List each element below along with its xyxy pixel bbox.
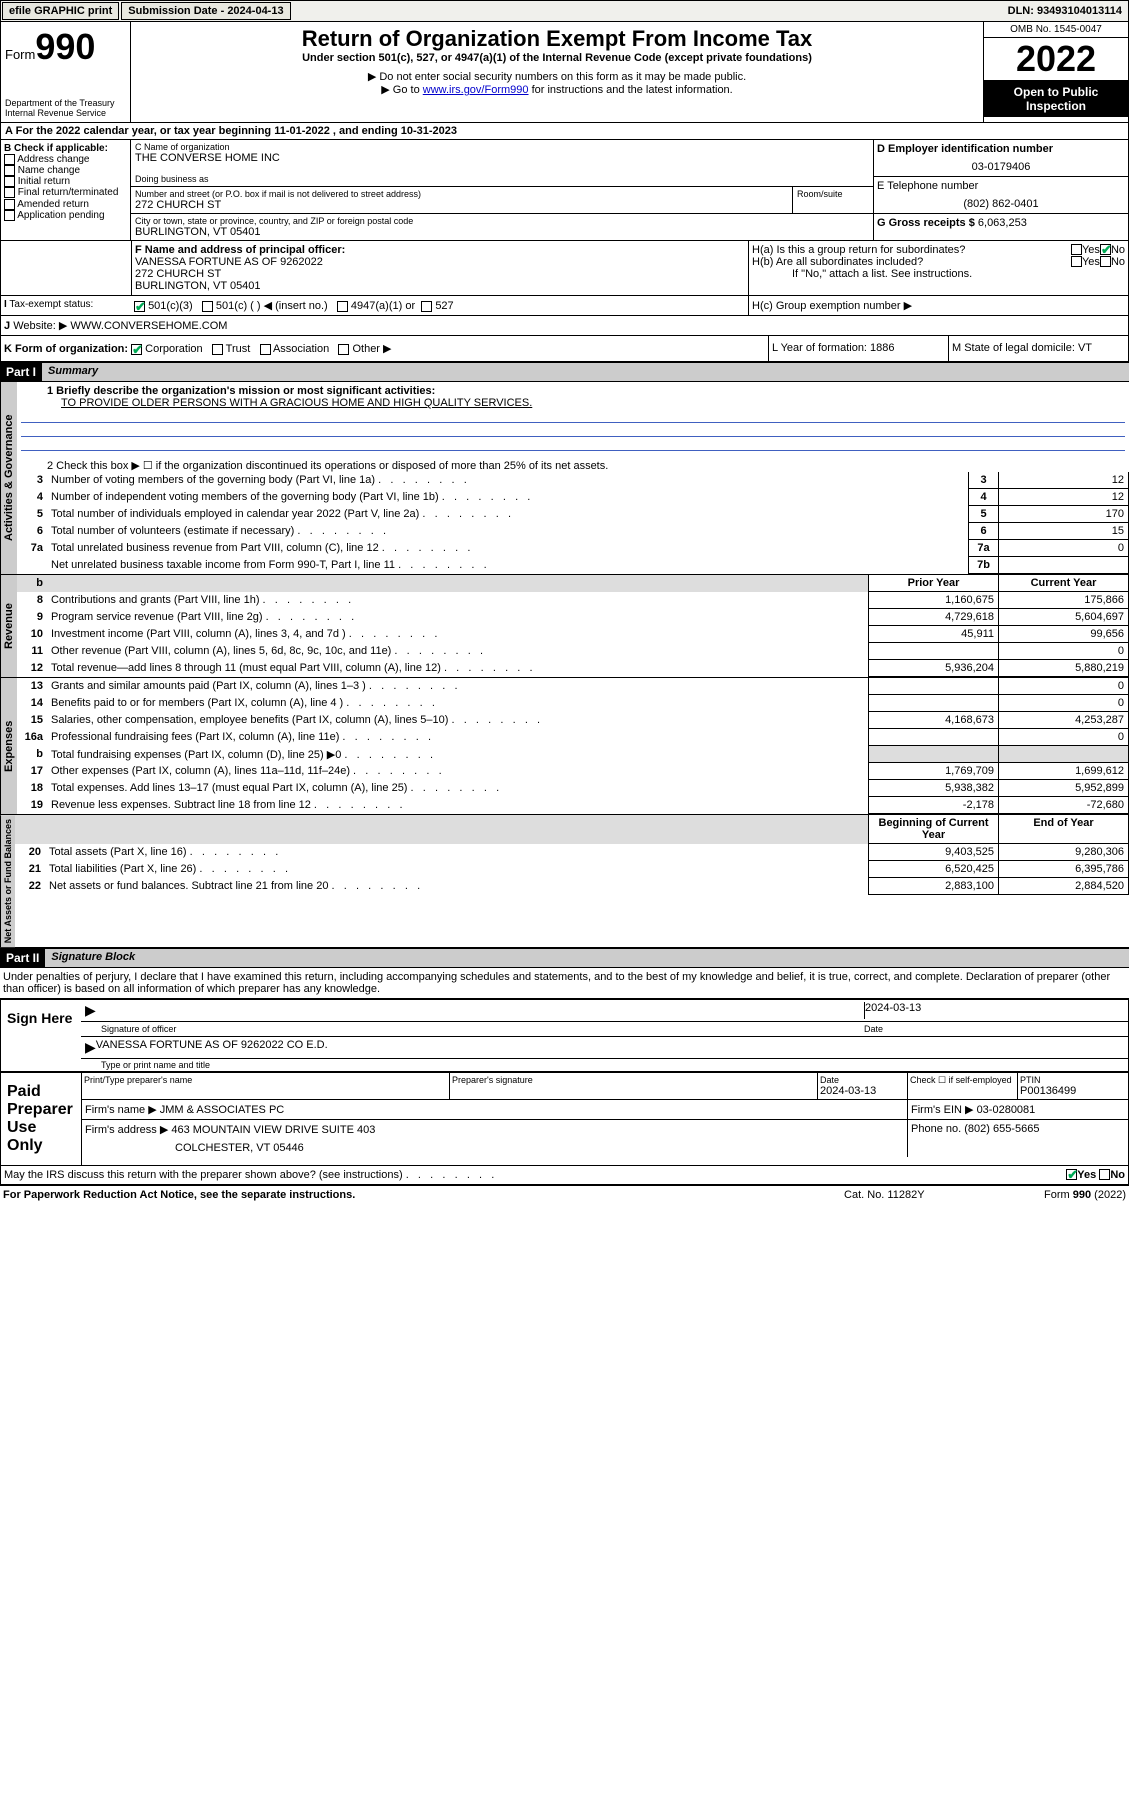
korg-1-checkbox[interactable]: [212, 344, 223, 355]
form-header: Form990 Department of the Treasury Inter…: [0, 22, 1129, 123]
line-8: Contributions and grants (Part VIII, lin…: [47, 592, 869, 609]
4947-checkbox[interactable]: [337, 301, 348, 312]
state-domicile: M State of legal domicile: VT: [948, 336, 1128, 361]
form-subtitle: Under section 501(c), 527, or 4947(a)(1)…: [135, 52, 979, 64]
check-address-change[interactable]: [4, 154, 15, 165]
expenses-section: Expenses 13Grants and similar amounts pa…: [0, 678, 1129, 815]
firm-phone: (802) 655-5665: [964, 1123, 1039, 1135]
korg-3-checkbox[interactable]: [338, 344, 349, 355]
tax-year-line: A For the 2022 calendar year, or tax yea…: [0, 123, 1129, 140]
sig-date-value: 2024-03-13: [864, 1002, 1124, 1019]
telephone: (802) 862-0401: [877, 198, 1125, 210]
exp-line-16a: Professional fundraising fees (Part IX, …: [47, 729, 869, 746]
hb-no-checkbox[interactable]: [1100, 256, 1111, 267]
website-row: J Website: ▶ WWW.CONVERSEHOME.COM: [0, 316, 1129, 336]
form-note-2: ▶ Go to www.irs.gov/Form990 for instruct…: [135, 83, 979, 96]
exp-line-13: Grants and similar amounts paid (Part IX…: [47, 678, 869, 695]
form-number: 990: [35, 26, 95, 67]
irs-label: Internal Revenue Service: [5, 108, 126, 118]
firm-name: JMM & ASSOCIATES PC: [160, 1104, 285, 1116]
mission-text: TO PROVIDE OLDER PERSONS WITH A GRACIOUS…: [17, 397, 1129, 409]
open-inspection: Open to Public Inspection: [984, 81, 1128, 117]
officer-name-title: VANESSA FORTUNE AS OF 9262022 CO E.D.: [96, 1039, 1124, 1056]
form-note-1: ▶ Do not enter social security numbers o…: [135, 70, 979, 83]
org-city: BURLINGTON, VT 05401: [135, 226, 869, 238]
exp-line-19: Revenue less expenses. Subtract line 18 …: [47, 797, 869, 814]
korg-2-checkbox[interactable]: [260, 344, 271, 355]
exp-line-b: Total fundraising expenses (Part IX, col…: [47, 746, 869, 763]
website: WWW.CONVERSEHOME.COM: [70, 320, 227, 332]
discuss-yes-checkbox[interactable]: [1066, 1169, 1077, 1180]
gov-line-3: Number of voting members of the governin…: [47, 472, 969, 489]
line-22: Net assets or fund balances. Subtract li…: [45, 878, 869, 895]
gov-line-6: Total number of volunteers (estimate if …: [47, 523, 969, 540]
line-11: Other revenue (Part VIII, column (A), li…: [47, 643, 869, 660]
check-initial-return[interactable]: [4, 176, 15, 187]
gov-line-7b: Net unrelated business taxable income fr…: [47, 557, 969, 574]
discuss-row: May the IRS discuss this return with the…: [0, 1166, 1129, 1185]
501c-checkbox[interactable]: [202, 301, 213, 312]
form-version: Form 990 (2022): [1044, 1189, 1126, 1201]
check-application-pending[interactable]: [4, 210, 15, 221]
section-deg: D Employer identification number 03-0179…: [873, 140, 1128, 240]
officer-name: VANESSA FORTUNE AS OF 9262022: [135, 256, 745, 268]
year-formation: L Year of formation: 1886: [768, 336, 948, 361]
penalties-text: Under penalties of perjury, I declare th…: [0, 968, 1129, 998]
check-name-change[interactable]: [4, 165, 15, 176]
korg-0-checkbox[interactable]: [131, 344, 142, 355]
gov-line-5: Total number of individuals employed in …: [47, 506, 969, 523]
org-name: THE CONVERSE HOME INC: [135, 152, 869, 164]
hb-yes-checkbox[interactable]: [1071, 256, 1082, 267]
line-9: Program service revenue (Part VIII, line…: [47, 609, 869, 626]
submission-date-button[interactable]: Submission Date - 2024-04-13: [121, 2, 290, 20]
gov-line-7a: Total unrelated business revenue from Pa…: [47, 540, 969, 557]
check-final-return-terminated[interactable]: [4, 187, 15, 198]
firm-ein: 03-0280081: [977, 1104, 1036, 1116]
form-label: Form: [5, 47, 35, 62]
form-title: Return of Organization Exempt From Incom…: [135, 26, 979, 52]
part-2-header: Part II Signature Block: [0, 948, 1129, 968]
ha-yes-checkbox[interactable]: [1071, 244, 1082, 255]
527-checkbox[interactable]: [421, 301, 432, 312]
gross-receipts: 6,063,253: [978, 217, 1027, 229]
entity-info: B Check if applicable: Address change Na…: [0, 140, 1129, 241]
footer: For Paperwork Reduction Act Notice, see …: [0, 1185, 1129, 1204]
efile-print-button[interactable]: efile GRAPHIC print: [2, 2, 119, 20]
paid-preparer-block: Paid Preparer Use Only Print/Type prepar…: [0, 1072, 1129, 1166]
net-assets-section: Net Assets or Fund Balances Beginning of…: [0, 815, 1129, 948]
exp-line-17: Other expenses (Part IX, column (A), lin…: [47, 763, 869, 780]
omb-number: OMB No. 1545-0047: [984, 22, 1128, 38]
ha-no-checkbox[interactable]: [1100, 244, 1111, 255]
discuss-no-checkbox[interactable]: [1099, 1169, 1110, 1180]
line-12: Total revenue—add lines 8 through 11 (mu…: [47, 660, 869, 677]
section-c: C Name of organization THE CONVERSE HOME…: [131, 140, 873, 240]
officer-group-row: F Name and address of principal officer:…: [0, 241, 1129, 296]
line-20: Total assets (Part X, line 16): [45, 844, 869, 861]
tax-status-row: I Tax-exempt status: 501(c)(3) 501(c) ( …: [0, 296, 1129, 316]
exp-line-18: Total expenses. Add lines 13–17 (must eq…: [47, 780, 869, 797]
line-10: Investment income (Part VIII, column (A)…: [47, 626, 869, 643]
dept-treasury: Department of the Treasury: [5, 98, 126, 108]
ptin: P00136499: [1020, 1085, 1126, 1097]
dln-label: DLN: 93493104013114: [1002, 3, 1128, 19]
part-1-header: Part I Summary: [0, 362, 1129, 382]
check-amended-return[interactable]: [4, 199, 15, 210]
gov-line-4: Number of independent voting members of …: [47, 489, 969, 506]
line-21: Total liabilities (Part X, line 26): [45, 861, 869, 878]
exp-line-14: Benefits paid to or for members (Part IX…: [47, 695, 869, 712]
topbar: efile GRAPHIC print Submission Date - 20…: [0, 0, 1129, 22]
exp-line-15: Salaries, other compensation, employee b…: [47, 712, 869, 729]
governance-section: Activities & Governance 1 Briefly descri…: [0, 382, 1129, 575]
form-org-row: K Form of organization: Corporation Trus…: [0, 336, 1129, 362]
tax-year: 2022: [984, 38, 1128, 81]
501c3-checkbox[interactable]: [134, 301, 145, 312]
sign-here-block: Sign Here ▶ 2024-03-13 Signature of offi…: [0, 998, 1129, 1072]
org-address: 272 CHURCH ST: [135, 199, 788, 211]
firm-address: 463 MOUNTAIN VIEW DRIVE SUITE 403: [171, 1124, 375, 1136]
ein: 03-0179406: [877, 161, 1125, 173]
revenue-section: Revenue bPrior YearCurrent Year8Contribu…: [0, 575, 1129, 678]
section-b: B Check if applicable: Address change Na…: [1, 140, 131, 240]
irs-link[interactable]: www.irs.gov/Form990: [423, 84, 529, 96]
